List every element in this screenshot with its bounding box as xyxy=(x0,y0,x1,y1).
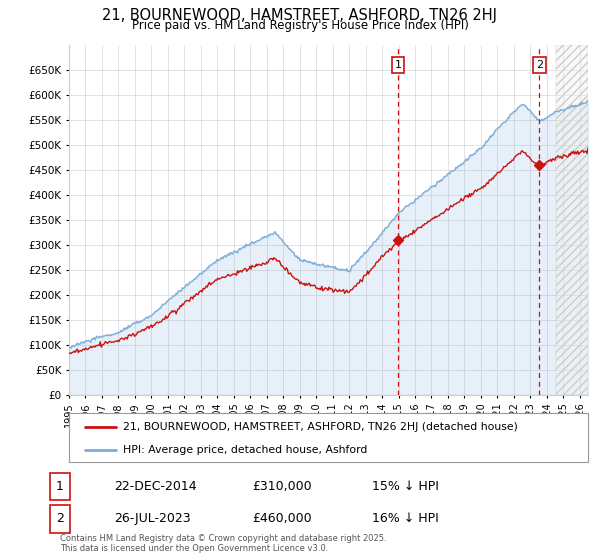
Text: 15% ↓ HPI: 15% ↓ HPI xyxy=(372,480,439,493)
Text: 2: 2 xyxy=(536,60,543,70)
Text: 21, BOURNEWOOD, HAMSTREET, ASHFORD, TN26 2HJ (detached house): 21, BOURNEWOOD, HAMSTREET, ASHFORD, TN26… xyxy=(124,422,518,432)
Text: 21, BOURNEWOOD, HAMSTREET, ASHFORD, TN26 2HJ: 21, BOURNEWOOD, HAMSTREET, ASHFORD, TN26… xyxy=(103,8,497,24)
Text: Price paid vs. HM Land Registry's House Price Index (HPI): Price paid vs. HM Land Registry's House … xyxy=(131,19,469,32)
Text: £460,000: £460,000 xyxy=(252,512,311,525)
Text: 2: 2 xyxy=(56,512,64,525)
Text: 1: 1 xyxy=(56,480,64,493)
FancyBboxPatch shape xyxy=(69,413,588,462)
FancyBboxPatch shape xyxy=(50,473,70,500)
FancyBboxPatch shape xyxy=(50,505,70,533)
Text: 26-JUL-2023: 26-JUL-2023 xyxy=(114,512,191,525)
Text: 22-DEC-2014: 22-DEC-2014 xyxy=(114,480,197,493)
Text: £310,000: £310,000 xyxy=(252,480,311,493)
Text: Contains HM Land Registry data © Crown copyright and database right 2025.
This d: Contains HM Land Registry data © Crown c… xyxy=(60,534,386,553)
Text: 1: 1 xyxy=(394,60,401,70)
Text: HPI: Average price, detached house, Ashford: HPI: Average price, detached house, Ashf… xyxy=(124,445,368,455)
Text: 16% ↓ HPI: 16% ↓ HPI xyxy=(372,512,439,525)
